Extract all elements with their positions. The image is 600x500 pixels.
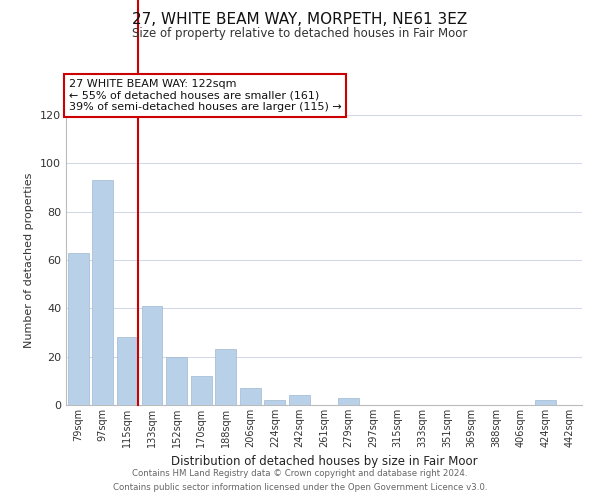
Y-axis label: Number of detached properties: Number of detached properties bbox=[25, 172, 34, 348]
Bar bbox=[166, 356, 187, 405]
Bar bbox=[117, 338, 138, 405]
Bar bbox=[191, 376, 212, 405]
Bar bbox=[535, 400, 556, 405]
Bar bbox=[289, 396, 310, 405]
Text: Size of property relative to detached houses in Fair Moor: Size of property relative to detached ho… bbox=[133, 28, 467, 40]
Bar bbox=[142, 306, 163, 405]
Text: Contains HM Land Registry data © Crown copyright and database right 2024.: Contains HM Land Registry data © Crown c… bbox=[132, 468, 468, 477]
Bar bbox=[92, 180, 113, 405]
Text: 27, WHITE BEAM WAY, MORPETH, NE61 3EZ: 27, WHITE BEAM WAY, MORPETH, NE61 3EZ bbox=[133, 12, 467, 28]
Bar bbox=[338, 398, 359, 405]
Text: Contains public sector information licensed under the Open Government Licence v3: Contains public sector information licen… bbox=[113, 484, 487, 492]
Text: 27 WHITE BEAM WAY: 122sqm
← 55% of detached houses are smaller (161)
39% of semi: 27 WHITE BEAM WAY: 122sqm ← 55% of detac… bbox=[68, 79, 341, 112]
Bar bbox=[215, 350, 236, 405]
Bar bbox=[265, 400, 286, 405]
Bar bbox=[68, 253, 89, 405]
X-axis label: Distribution of detached houses by size in Fair Moor: Distribution of detached houses by size … bbox=[170, 456, 478, 468]
Bar bbox=[240, 388, 261, 405]
